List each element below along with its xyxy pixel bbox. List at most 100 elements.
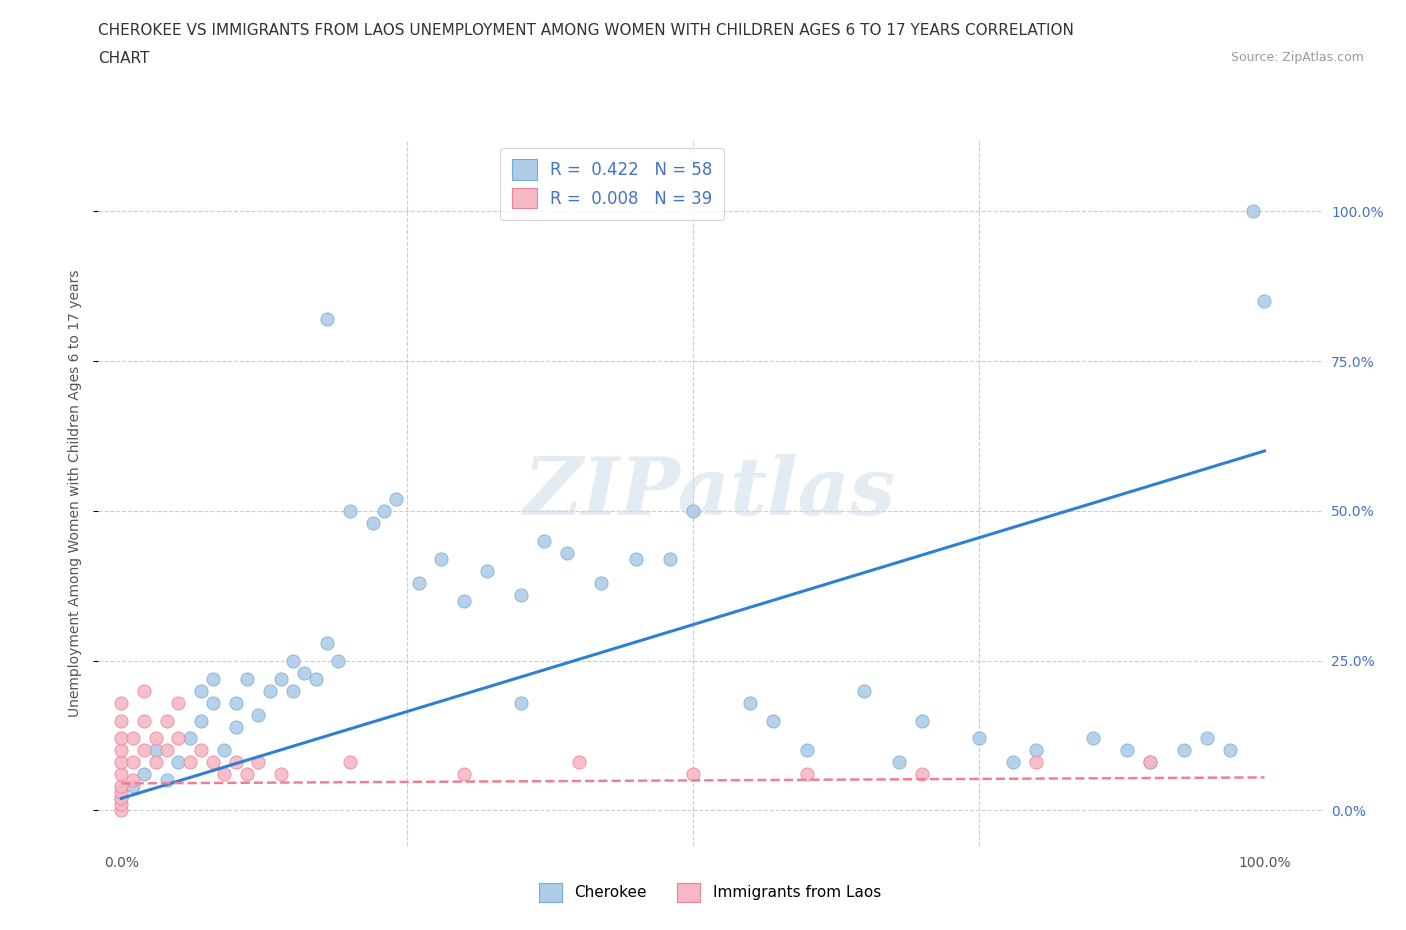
- Point: [110, 790, 132, 805]
- Point: [110, 803, 132, 817]
- Legend: Cherokee, Immigrants from Laos: Cherokee, Immigrants from Laos: [531, 875, 889, 910]
- Point: [167, 731, 190, 746]
- Point: [134, 684, 156, 698]
- Point: [167, 755, 190, 770]
- Point: [910, 767, 932, 782]
- Text: Source: ZipAtlas.com: Source: ZipAtlas.com: [1230, 51, 1364, 64]
- Point: [510, 587, 533, 602]
- Point: [190, 684, 212, 698]
- Point: [796, 767, 818, 782]
- Point: [110, 743, 132, 758]
- Point: [453, 767, 475, 782]
- Point: [292, 665, 315, 680]
- Point: [110, 790, 132, 805]
- Point: [134, 767, 156, 782]
- Point: [281, 653, 304, 668]
- Point: [236, 767, 259, 782]
- Text: ZIPatlas: ZIPatlas: [524, 454, 896, 532]
- Point: [259, 684, 281, 698]
- Point: [475, 564, 498, 578]
- Point: [225, 719, 247, 734]
- Point: [328, 653, 350, 668]
- Point: [167, 695, 190, 710]
- Point: [156, 743, 179, 758]
- Point: [910, 713, 932, 728]
- Point: [738, 695, 761, 710]
- Point: [110, 767, 132, 782]
- Point: [247, 755, 270, 770]
- Point: [270, 671, 292, 686]
- Point: [247, 707, 270, 722]
- Text: CHEROKEE VS IMMIGRANTS FROM LAOS UNEMPLOYMENT AMONG WOMEN WITH CHILDREN AGES 6 T: CHEROKEE VS IMMIGRANTS FROM LAOS UNEMPLO…: [98, 23, 1074, 38]
- Point: [510, 695, 533, 710]
- Point: [430, 551, 453, 566]
- Point: [361, 515, 384, 530]
- Point: [967, 731, 990, 746]
- Point: [1139, 755, 1161, 770]
- Point: [156, 713, 179, 728]
- Point: [533, 534, 555, 549]
- Point: [281, 684, 304, 698]
- Point: [624, 551, 647, 566]
- Point: [1173, 743, 1195, 758]
- Point: [453, 593, 475, 608]
- Point: [270, 767, 292, 782]
- Point: [1219, 743, 1241, 758]
- Point: [145, 731, 167, 746]
- Point: [762, 713, 785, 728]
- Point: [853, 684, 876, 698]
- Point: [121, 779, 143, 794]
- Point: [1025, 743, 1047, 758]
- Point: [1025, 755, 1047, 770]
- Point: [408, 576, 430, 591]
- Point: [110, 755, 132, 770]
- Point: [201, 695, 224, 710]
- Point: [1197, 731, 1219, 746]
- Point: [887, 755, 910, 770]
- Point: [373, 503, 395, 518]
- Point: [591, 576, 613, 591]
- Point: [1081, 731, 1104, 746]
- Point: [156, 773, 179, 788]
- Point: [659, 551, 682, 566]
- Point: [179, 755, 201, 770]
- Point: [110, 713, 132, 728]
- Point: [145, 743, 167, 758]
- Point: [1241, 204, 1264, 219]
- Point: [1139, 755, 1161, 770]
- Y-axis label: Unemployment Among Women with Children Ages 6 to 17 years: Unemployment Among Women with Children A…: [67, 269, 82, 717]
- Point: [110, 797, 132, 812]
- Point: [316, 312, 339, 326]
- Point: [225, 695, 247, 710]
- Point: [110, 731, 132, 746]
- Point: [201, 755, 224, 770]
- Point: [190, 743, 212, 758]
- Point: [339, 503, 361, 518]
- Point: [1253, 294, 1275, 309]
- Point: [339, 755, 361, 770]
- Point: [190, 713, 212, 728]
- Point: [212, 767, 235, 782]
- Point: [212, 743, 235, 758]
- Point: [682, 767, 704, 782]
- Point: [304, 671, 326, 686]
- Point: [134, 743, 156, 758]
- Point: [316, 635, 339, 650]
- Point: [236, 671, 259, 686]
- Point: [384, 491, 406, 506]
- Point: [555, 545, 578, 560]
- Point: [682, 503, 704, 518]
- Point: [121, 731, 143, 746]
- Point: [110, 779, 132, 794]
- Point: [1116, 743, 1139, 758]
- Text: CHART: CHART: [98, 51, 150, 66]
- Point: [796, 743, 818, 758]
- Point: [134, 713, 156, 728]
- Point: [110, 695, 132, 710]
- Point: [567, 755, 589, 770]
- Point: [225, 755, 247, 770]
- Point: [1001, 755, 1024, 770]
- Point: [121, 755, 143, 770]
- Point: [145, 755, 167, 770]
- Point: [179, 731, 201, 746]
